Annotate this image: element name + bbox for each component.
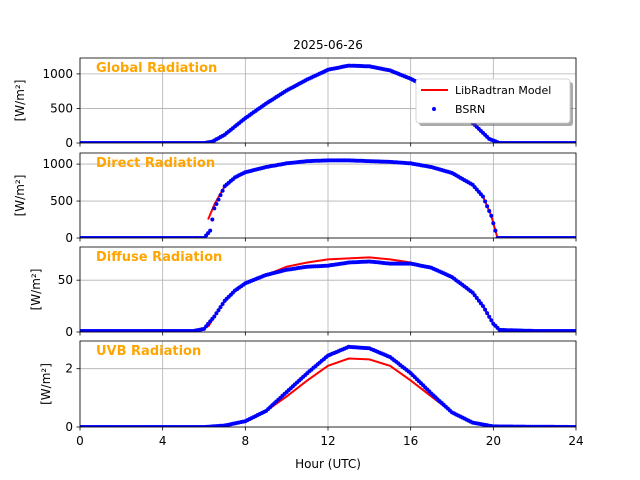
y-axis-label: [W/m²] — [29, 269, 43, 311]
panel-label: Diffuse Radiation — [96, 250, 222, 265]
panel-3: 0 50 [W/m²] Diffuse Radiation — [29, 246, 577, 339]
y-tick-label: 0 — [65, 231, 73, 245]
y-tick-label: 1000 — [42, 67, 73, 81]
bsrn-point — [474, 296, 479, 300]
bsrn-point — [485, 204, 490, 209]
bsrn-point — [212, 206, 217, 211]
panel-1: 0 500 1000 [W/m²] Global Radiation — [13, 57, 577, 150]
bsrn-point — [483, 199, 488, 204]
bsrn-point — [483, 307, 488, 312]
x-axis-label: Hour (UTC) — [295, 457, 361, 471]
panel-2: 0 500 1000 [W/m²] Direct Radiation — [13, 152, 577, 245]
bsrn-point — [487, 314, 492, 319]
bsrn-point — [493, 228, 498, 233]
x-tick-label: 4 — [159, 434, 167, 448]
y-axis-label: [W/m²] — [13, 80, 27, 122]
x-tick-label: 0 — [76, 434, 84, 448]
bsrn-point — [472, 293, 477, 298]
bsrn-points — [80, 259, 576, 332]
bsrn-point — [481, 194, 485, 199]
legend-box — [415, 78, 571, 124]
bsrn-point — [212, 314, 217, 319]
bsrn-point — [210, 217, 215, 222]
y-axis-label: [W/m²] — [13, 175, 27, 217]
bsrn-point — [218, 305, 223, 310]
y-tick-label: 2 — [65, 362, 73, 376]
bsrn-points — [80, 344, 576, 427]
bsrn-point — [220, 302, 225, 306]
panel-label: Global Radiation — [96, 61, 217, 76]
y-tick-label: 500 — [50, 194, 73, 208]
y-axis-label: [W/m²] — [39, 363, 53, 405]
bsrn-point — [214, 311, 219, 316]
model-line — [207, 256, 501, 331]
x-tick-label: 24 — [568, 434, 583, 448]
bsrn-point — [574, 236, 576, 238]
x-tick-label: 12 — [320, 434, 335, 448]
bsrn-point — [574, 329, 576, 332]
legend-obs-label: BSRN — [455, 103, 485, 116]
y-tick-label: 500 — [50, 101, 73, 115]
y-tick-label: 0 — [65, 325, 73, 339]
legend: LibRadtran Model BSRN — [415, 78, 573, 126]
bsrn-point — [485, 311, 490, 316]
bsrn-point — [574, 425, 576, 427]
bsrn-point — [220, 188, 225, 193]
bsrn-point — [216, 308, 221, 313]
legend-obs-swatch — [432, 107, 436, 111]
x-tick-label: 16 — [403, 434, 418, 448]
x-tick-labels: 0 4 8 12 16 20 24 — [76, 434, 583, 448]
bsrn-point — [489, 318, 494, 323]
panel-label: UVB Radiation — [96, 344, 201, 359]
x-tick-label: 8 — [242, 434, 250, 448]
bsrn-point — [487, 209, 492, 213]
y-tick-label: 0 — [65, 420, 73, 434]
bsrn-point — [214, 202, 219, 206]
bsrn-point — [218, 193, 223, 198]
y-tick-label: 1000 — [42, 157, 73, 171]
y-tick-label: 0 — [65, 136, 73, 150]
bsrn-points — [80, 158, 576, 238]
figure-title: 2025-06-26 — [293, 38, 363, 52]
y-tick-label: 50 — [58, 273, 73, 287]
panel-label: Direct Radiation — [96, 156, 215, 171]
bsrn-point — [478, 301, 483, 306]
bsrn-point — [216, 197, 221, 202]
panel-4: 0 2 [W/m²] UVB Radiation — [39, 340, 577, 434]
bsrn-point — [491, 221, 496, 226]
bsrn-point — [481, 304, 485, 309]
x-tick-label: 20 — [486, 434, 501, 448]
bsrn-point — [489, 213, 494, 218]
bsrn-point — [208, 228, 213, 233]
bsrn-point — [574, 141, 576, 143]
legend-model-label: LibRadtran Model — [455, 84, 551, 97]
